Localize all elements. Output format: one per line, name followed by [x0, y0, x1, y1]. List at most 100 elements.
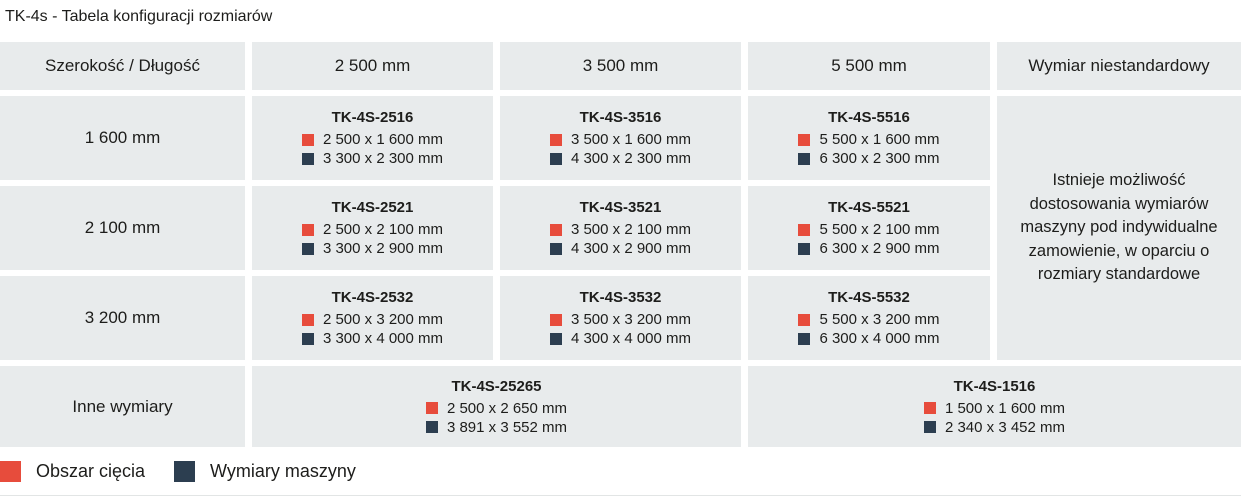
- machine-size-value: 3 300 x 4 000 mm: [322, 330, 444, 347]
- cell-tk-4s-3516: TK-4S-3516 3 500 x 1 600 mm 4 300 x 2 30…: [500, 96, 741, 180]
- legend-cutting-area: Obszar cięcia: [0, 461, 145, 482]
- cutting-area-swatch-icon: [798, 223, 811, 236]
- cutting-area-value: 3 500 x 2 100 mm: [570, 221, 692, 238]
- cutting-area-swatch-icon: [301, 133, 314, 146]
- cell-tk-4s-25265: TK-4S-25265 2 500 x 2 650 mm 3 891 x 3 5…: [252, 366, 741, 447]
- machine-size-row: 4 300 x 2 300 mm: [549, 149, 692, 168]
- cutting-area-row: 3 500 x 1 600 mm: [549, 130, 692, 149]
- cutting-area-swatch-icon: [301, 223, 314, 236]
- model-name: TK-4S-3532: [579, 289, 662, 306]
- header-3500mm: 3 500 mm: [500, 42, 741, 90]
- cell-tk-4s-3532: TK-4S-3532 3 500 x 3 200 mm 4 300 x 4 00…: [500, 276, 741, 360]
- header-5500mm: 5 500 mm: [748, 42, 990, 90]
- machine-size-swatch-icon: [798, 332, 811, 345]
- cutting-area-row: 5 500 x 2 100 mm: [798, 220, 940, 239]
- cell-tk-4s-3521: TK-4S-3521 3 500 x 2 100 mm 4 300 x 2 90…: [500, 186, 741, 270]
- cutting-area-value: 5 500 x 2 100 mm: [819, 221, 940, 238]
- machine-size-value: 6 300 x 4 000 mm: [819, 330, 940, 347]
- cutting-area-value: 2 500 x 1 600 mm: [322, 131, 444, 148]
- cutting-area-value: 2 500 x 3 200 mm: [322, 311, 444, 328]
- machine-size-swatch-icon: [798, 242, 811, 255]
- header-width-length: Szerokość / Długość: [0, 42, 245, 90]
- cell-tk-4s-2532: TK-4S-2532 2 500 x 3 200 mm 3 300 x 4 00…: [252, 276, 493, 360]
- cell-tk-4s-5521: TK-4S-5521 5 500 x 2 100 mm 6 300 x 2 90…: [748, 186, 990, 270]
- cutting-area-row: 5 500 x 3 200 mm: [798, 310, 940, 329]
- size-configuration-table: Szerokość / Długość 2 500 mm 3 500 mm 5 …: [0, 42, 1241, 447]
- cutting-area-value: 1 500 x 1 600 mm: [944, 399, 1066, 417]
- cutting-area-swatch-icon: [798, 133, 811, 146]
- header-2500mm: 2 500 mm: [252, 42, 493, 90]
- cutting-area-row: 3 500 x 3 200 mm: [549, 310, 692, 329]
- cutting-area-value: 5 500 x 1 600 mm: [819, 131, 940, 148]
- cutting-area-value: 5 500 x 3 200 mm: [819, 311, 940, 328]
- model-name: TK-4S-2532: [331, 289, 414, 306]
- cutting-area-value: 2 500 x 2 650 mm: [446, 399, 568, 417]
- cutting-area-row: 2 500 x 2 100 mm: [301, 220, 444, 239]
- model-name: TK-4S-5521: [828, 199, 910, 216]
- cutting-area-swatch-icon: [425, 402, 438, 414]
- machine-size-row: 3 300 x 2 300 mm: [301, 149, 444, 168]
- page-title: TK-4s - Tabela konfiguracji rozmiarów: [5, 8, 273, 25]
- cell-tk-4s-2516: TK-4S-2516 2 500 x 1 600 mm 3 300 x 2 30…: [252, 96, 493, 180]
- machine-size-swatch-icon: [301, 242, 314, 255]
- legend-label: Wymiary maszyny: [210, 461, 356, 481]
- cutting-area-row: 3 500 x 2 100 mm: [549, 220, 692, 239]
- model-name: TK-4S-2516: [331, 109, 414, 126]
- machine-size-value: 4 300 x 4 000 mm: [570, 330, 692, 347]
- model-name: TK-4S-25265: [451, 377, 542, 395]
- custom-size-note: Istnieje możliwość dostosowania wymiarów…: [997, 96, 1241, 360]
- machine-size-value: 3 891 x 3 552 mm: [446, 418, 568, 436]
- machine-size-row: 6 300 x 4 000 mm: [798, 329, 940, 348]
- cutting-area-row: 5 500 x 1 600 mm: [798, 130, 940, 149]
- machine-size-value: 3 300 x 2 900 mm: [322, 240, 444, 257]
- cutting-area-value: 3 500 x 1 600 mm: [570, 131, 692, 148]
- cell-tk-4s-1516: TK-4S-1516 1 500 x 1 600 mm 2 340 x 3 45…: [748, 366, 1241, 447]
- machine-size-row: 6 300 x 2 300 mm: [798, 149, 940, 168]
- cutting-area-row: 2 500 x 1 600 mm: [301, 130, 444, 149]
- machine-size-row: 4 300 x 4 000 mm: [549, 329, 692, 348]
- cutting-area-row: 2 500 x 3 200 mm: [301, 310, 444, 329]
- cell-tk-4s-5516: TK-4S-5516 5 500 x 1 600 mm 6 300 x 2 30…: [748, 96, 990, 180]
- model-name: TK-4S-3521: [579, 199, 662, 216]
- legend: Obszar cięcia Wymiary maszyny: [0, 461, 1241, 482]
- row-label-3200mm: 3 200 mm: [0, 276, 245, 360]
- machine-size-swatch-icon: [798, 152, 811, 165]
- machine-size-legend-swatch-icon: [174, 461, 196, 482]
- machine-size-value: 6 300 x 2 900 mm: [819, 240, 940, 257]
- cell-tk-4s-2521: TK-4S-2521 2 500 x 2 100 mm 3 300 x 2 90…: [252, 186, 493, 270]
- model-name: TK-4S-1516: [953, 377, 1036, 395]
- machine-size-row: 3 891 x 3 552 mm: [425, 418, 568, 437]
- row-label-1600mm: 1 600 mm: [0, 96, 245, 180]
- cutting-area-swatch-icon: [798, 313, 811, 326]
- row-label-other-sizes: Inne wymiary: [0, 366, 245, 447]
- model-name: TK-4S-5516: [828, 109, 910, 126]
- model-name: TK-4S-3516: [579, 109, 662, 126]
- machine-size-value: 4 300 x 2 300 mm: [570, 150, 692, 167]
- cutting-area-row: 2 500 x 2 650 mm: [425, 399, 568, 418]
- cutting-area-swatch-icon: [549, 223, 562, 236]
- machine-size-swatch-icon: [923, 421, 936, 433]
- cutting-area-value: 2 500 x 2 100 mm: [322, 221, 444, 238]
- cutting-area-swatch-icon: [549, 313, 562, 326]
- cell-tk-4s-5532: TK-4S-5532 5 500 x 3 200 mm 6 300 x 4 00…: [748, 276, 990, 360]
- machine-size-swatch-icon: [549, 242, 562, 255]
- machine-size-swatch-icon: [549, 152, 562, 165]
- header-custom-size: Wymiar niestandardowy: [997, 42, 1241, 90]
- machine-size-swatch-icon: [301, 152, 314, 165]
- cutting-area-swatch-icon: [301, 313, 314, 326]
- cutting-area-swatch-icon: [549, 133, 562, 146]
- legend-label: Obszar cięcia: [36, 461, 146, 481]
- cutting-area-value: 3 500 x 3 200 mm: [570, 311, 692, 328]
- model-name: TK-4S-5532: [828, 289, 910, 306]
- machine-size-swatch-icon: [549, 332, 562, 345]
- machine-size-swatch-icon: [425, 421, 438, 433]
- machine-size-value: 2 340 x 3 452 mm: [944, 418, 1066, 436]
- machine-size-swatch-icon: [301, 332, 314, 345]
- machine-size-value: 3 300 x 2 300 mm: [322, 150, 444, 167]
- machine-size-row: 3 300 x 4 000 mm: [301, 329, 444, 348]
- machine-size-row: 2 340 x 3 452 mm: [923, 418, 1066, 437]
- machine-size-row: 3 300 x 2 900 mm: [301, 239, 444, 258]
- row-label-2100mm: 2 100 mm: [0, 186, 245, 270]
- cutting-area-swatch-icon: [923, 402, 936, 414]
- cutting-area-row: 1 500 x 1 600 mm: [923, 399, 1066, 418]
